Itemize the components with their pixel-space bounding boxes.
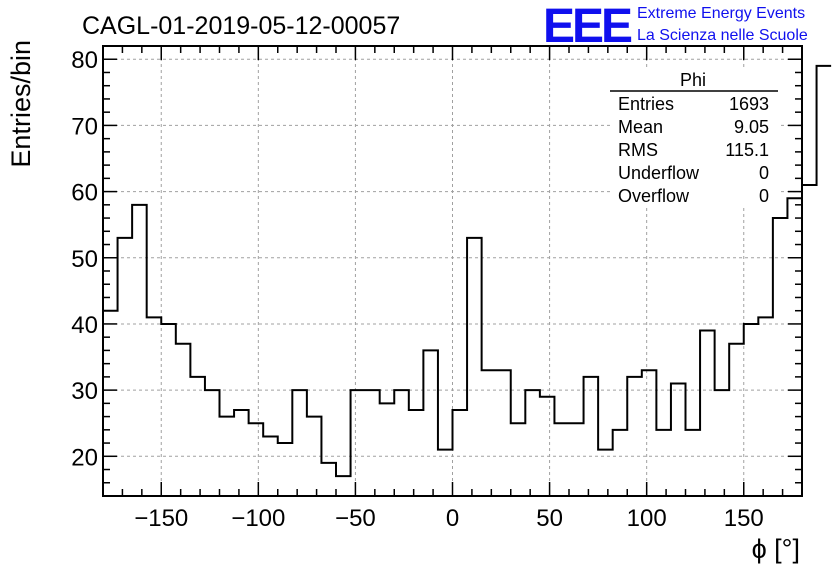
y-axis-label: Entries/bin (6, 40, 36, 168)
x-tick-label: 0 (446, 505, 459, 532)
logo-subtitle-1: Extreme Energy Events (637, 5, 805, 22)
y-tick-label: 50 (71, 246, 98, 273)
stats-title: Phi (680, 70, 706, 90)
y-tick-label: 60 (71, 180, 98, 207)
stats-box: Phi Entries 1693 Mean 9.05 RMS 115.1 Underflow… (610, 68, 780, 208)
stats-label: RMS (618, 140, 658, 160)
stats-label: Mean (618, 117, 663, 137)
x-tick-label: 150 (724, 505, 764, 532)
x-tick-label: −50 (335, 505, 376, 532)
y-tick-label: 30 (71, 378, 98, 405)
y-tick-label: 80 (71, 47, 98, 74)
axis-ticks (102, 45, 803, 496)
stats-value: 0 (759, 186, 769, 206)
x-tick-labels: −150 −100 −50 0 50 100 150 (134, 505, 764, 532)
stats-value: 1693 (729, 94, 769, 114)
stats-label: Underflow (618, 163, 700, 183)
y-tick-labels: 20 30 40 50 60 70 80 (71, 47, 98, 471)
histogram-line (103, 64, 832, 478)
x-tick-label: −150 (134, 505, 188, 532)
stats-value: 0 (759, 163, 769, 183)
chart-title: CAGL-01-2019-05-12-00057 (82, 12, 400, 40)
stats-label: Entries (618, 94, 674, 114)
stats-label: Overflow (618, 186, 690, 206)
logo-mark: EEE (543, 0, 632, 53)
stats-value: 115.1 (725, 140, 769, 160)
x-axis-label: ϕ [°] (752, 534, 800, 564)
y-tick-label: 20 (71, 444, 98, 471)
y-tick-label: 70 (71, 113, 98, 140)
x-tick-label: 50 (536, 505, 563, 532)
x-tick-label: −100 (231, 505, 285, 532)
stats-value: 9.05 (734, 117, 769, 137)
logo-subtitle-2: La Scienza nelle Scuole (637, 27, 808, 44)
x-tick-label: 100 (627, 505, 667, 532)
eee-logo: EEE Extreme Energy Events La Scienza nel… (543, 0, 808, 53)
y-tick-label: 40 (71, 312, 98, 339)
